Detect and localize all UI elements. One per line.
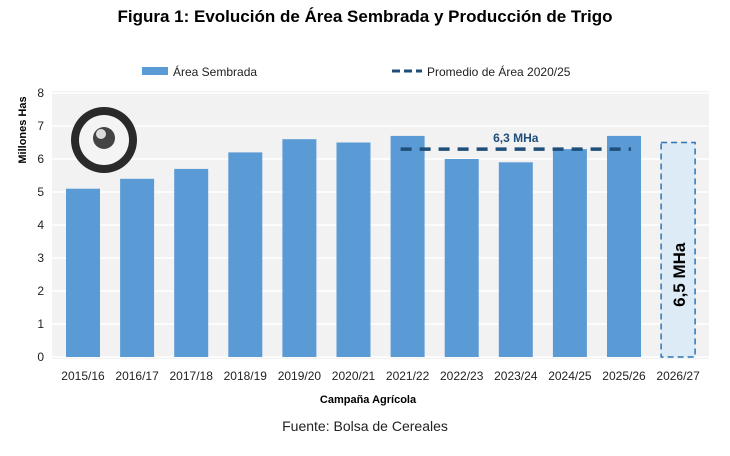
projection-bar (660, 141, 696, 358)
source-note: Fuente: Bolsa de Cereales (282, 418, 448, 434)
bar (66, 188, 100, 357)
legend-label-average: Promedio de Área 2020/25 (427, 64, 571, 79)
x-tick-label: 2020/21 (332, 369, 376, 383)
chart-title: Figura 1: Evolución de Área Sembrada y P… (117, 7, 613, 26)
projection-label: 6,5 MHa (670, 242, 689, 307)
y-tick-label: 2 (37, 284, 44, 298)
y-tick-label: 6 (37, 152, 44, 166)
x-tick-label: 2024/25 (548, 369, 592, 383)
y-tick-label: 4 (37, 218, 44, 232)
x-tick-label: 2022/23 (440, 369, 484, 383)
bar (336, 142, 371, 357)
bolsa-de-cereales-logo (71, 107, 137, 173)
bar (282, 139, 317, 357)
x-tick-label: 2016/17 (115, 369, 159, 383)
y-tick-label: 1 (37, 317, 44, 331)
bar (174, 168, 209, 357)
y-tick-label: 3 (37, 251, 44, 265)
legend-swatch-area (142, 67, 168, 75)
bar (552, 149, 587, 357)
bar (228, 152, 263, 357)
x-axis-label: Campaña Agrícola (320, 394, 417, 406)
bar (120, 178, 155, 357)
x-tick-label: 2025/26 (602, 369, 646, 383)
bar (607, 135, 641, 357)
x-tick-label: 2017/18 (170, 369, 214, 383)
legend-label-area: Área Sembrada (173, 64, 257, 79)
average-label: 6,3 MHa (493, 131, 539, 145)
bar (444, 159, 479, 357)
x-tick-label: 2019/20 (278, 369, 322, 383)
x-tick-label: 2023/24 (494, 369, 538, 383)
bar (498, 162, 533, 357)
x-tick-label: 2015/16 (61, 369, 105, 383)
y-tick-label: 5 (37, 185, 44, 199)
x-tick-label: 2026/27 (656, 369, 700, 383)
y-tick-label: 8 (37, 86, 44, 100)
y-tick-label: 7 (37, 119, 44, 133)
y-tick-label: 0 (37, 350, 44, 364)
y-axis-label: Millones Has (17, 96, 29, 163)
x-tick-label: 2018/19 (224, 369, 268, 383)
bar (390, 135, 425, 357)
x-tick-label: 2021/22 (386, 369, 430, 383)
